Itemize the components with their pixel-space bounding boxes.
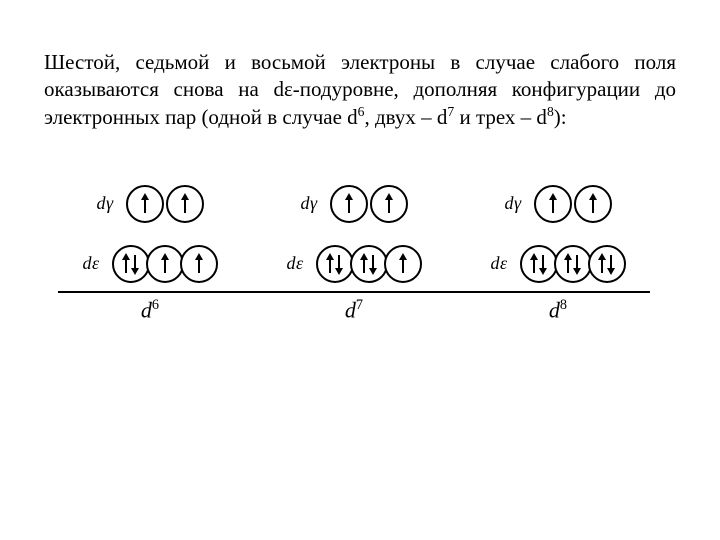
spin-down-icon xyxy=(132,253,139,275)
orbital-group: dε xyxy=(252,245,456,283)
orbital-diagram: dγ dγ dγ dε dε dε d6d7d8 xyxy=(44,185,676,323)
spin-up-icon xyxy=(141,193,148,215)
dgamma-row: dγ dγ dγ xyxy=(48,185,660,223)
orbitals xyxy=(330,185,408,223)
captions-row: d6d7d8 xyxy=(48,297,660,323)
spin-up-icon xyxy=(161,253,168,275)
spin-up-icon xyxy=(195,253,202,275)
sublevel-label: dγ xyxy=(504,193,521,214)
orbital xyxy=(112,245,150,283)
spin-down-icon xyxy=(336,253,343,275)
orbital xyxy=(316,245,354,283)
orbital xyxy=(554,245,592,283)
orbital-group: dγ xyxy=(252,185,456,223)
spin-down-icon xyxy=(608,253,615,275)
spin-up-icon xyxy=(181,193,188,215)
spin-up-icon xyxy=(123,253,130,275)
spin-up-icon xyxy=(361,253,368,275)
sublevel-label: dε xyxy=(82,253,99,274)
orbital xyxy=(520,245,558,283)
orbital-group: dγ xyxy=(456,185,660,223)
spin-up-icon xyxy=(345,193,352,215)
spin-down-icon xyxy=(574,253,581,275)
orbital xyxy=(180,245,218,283)
orbitals xyxy=(126,185,204,223)
orbital xyxy=(574,185,612,223)
sublevel-label: dγ xyxy=(300,193,317,214)
paragraph: Шестой, седьмой и восьмой электроны в сл… xyxy=(44,49,676,131)
orbitals xyxy=(520,245,626,283)
config-caption: d6 xyxy=(48,297,252,323)
spin-up-icon xyxy=(589,193,596,215)
orbital xyxy=(166,185,204,223)
orbital xyxy=(146,245,184,283)
orbital xyxy=(588,245,626,283)
orbital-group: dε xyxy=(456,245,660,283)
orbital-group: dε xyxy=(48,245,252,283)
orbital xyxy=(384,245,422,283)
orbitals xyxy=(534,185,612,223)
sublevel-label: dγ xyxy=(96,193,113,214)
spin-down-icon xyxy=(370,253,377,275)
config-caption: d8 xyxy=(456,297,660,323)
orbital xyxy=(350,245,388,283)
orbital xyxy=(330,185,368,223)
divider-line xyxy=(58,291,650,293)
orbital xyxy=(534,185,572,223)
spin-up-icon xyxy=(531,253,538,275)
spin-up-icon xyxy=(549,193,556,215)
sublevel-label: dε xyxy=(286,253,303,274)
spin-up-icon xyxy=(327,253,334,275)
orbitals xyxy=(112,245,218,283)
spin-up-icon xyxy=(385,193,392,215)
orbital xyxy=(370,185,408,223)
spin-up-icon xyxy=(399,253,406,275)
spin-down-icon xyxy=(540,253,547,275)
depsilon-row: dε dε dε xyxy=(48,245,660,283)
spin-up-icon xyxy=(565,253,572,275)
orbitals xyxy=(316,245,422,283)
spin-up-icon xyxy=(599,253,606,275)
orbital xyxy=(126,185,164,223)
orbital-group: dγ xyxy=(48,185,252,223)
sublevel-label: dε xyxy=(490,253,507,274)
config-caption: d7 xyxy=(252,297,456,323)
page: Шестой, седьмой и восьмой электроны в сл… xyxy=(0,0,720,323)
